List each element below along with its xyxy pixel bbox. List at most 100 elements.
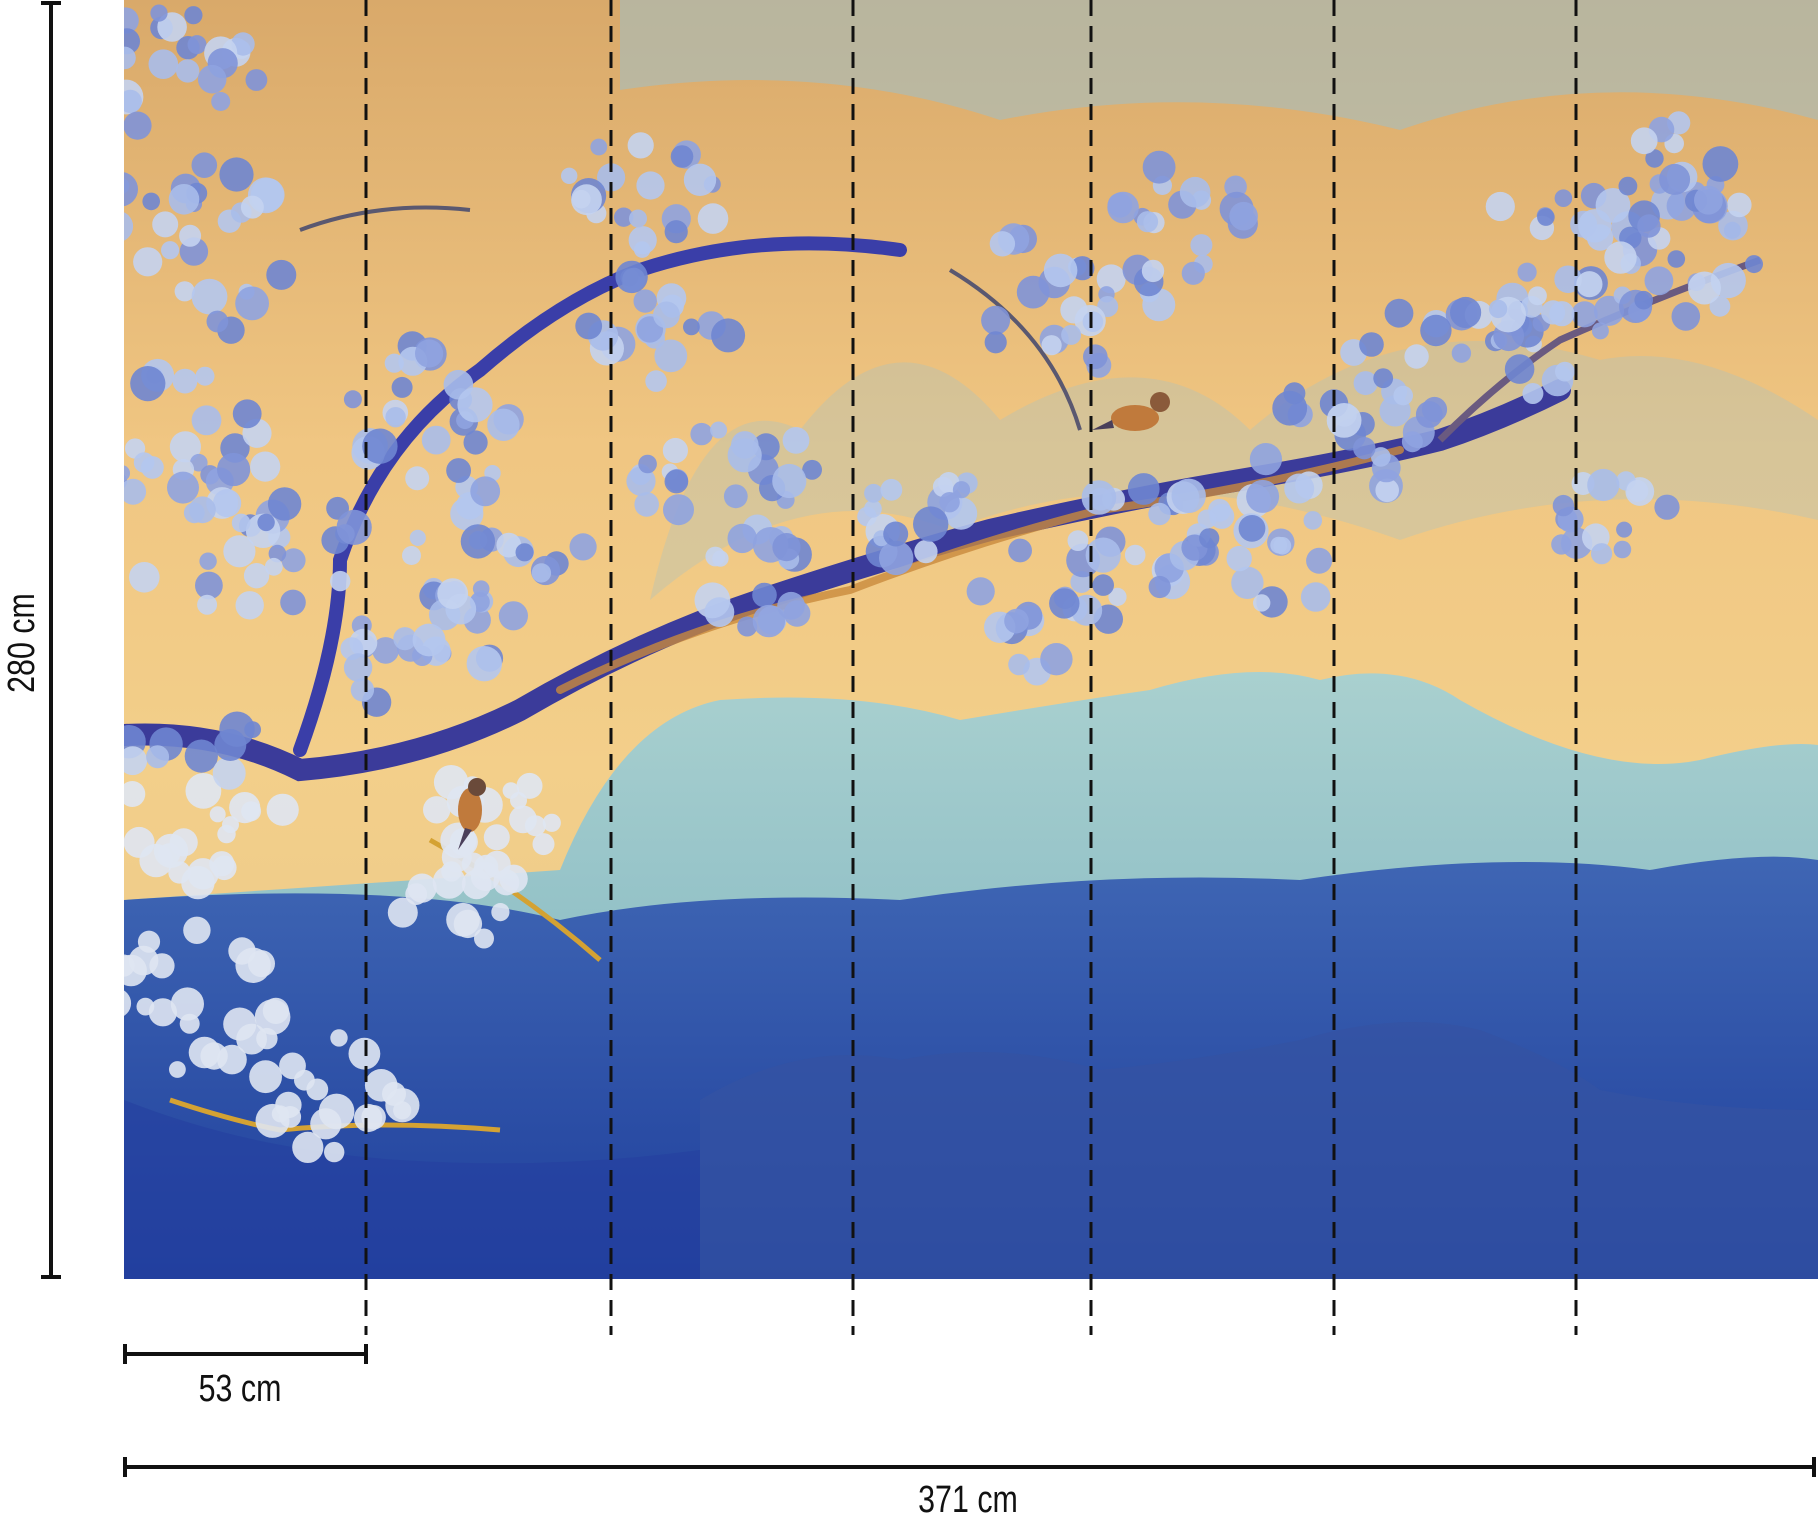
blossom bbox=[184, 739, 218, 773]
blossom bbox=[362, 428, 398, 464]
blossom bbox=[614, 207, 634, 227]
blossom bbox=[437, 578, 469, 609]
blossom bbox=[275, 1091, 302, 1119]
height-label: 280 cm bbox=[1, 593, 43, 693]
blossom bbox=[330, 1029, 348, 1047]
blossom bbox=[664, 469, 689, 494]
bird bbox=[458, 778, 486, 850]
blossom bbox=[1004, 608, 1029, 634]
blossom bbox=[1571, 301, 1598, 328]
blossom bbox=[423, 796, 451, 824]
blossom bbox=[704, 597, 735, 627]
blossom bbox=[466, 646, 502, 682]
blossom bbox=[124, 89, 142, 113]
blossom bbox=[1272, 390, 1308, 426]
blossom bbox=[185, 773, 222, 809]
blossom bbox=[1008, 538, 1032, 563]
blossom bbox=[148, 49, 179, 79]
blossom bbox=[879, 540, 914, 576]
blossom bbox=[727, 523, 757, 554]
blossom bbox=[1393, 385, 1413, 406]
blossom bbox=[664, 220, 688, 244]
blossom bbox=[1554, 189, 1573, 207]
blossom bbox=[1578, 209, 1612, 243]
blossom bbox=[214, 729, 247, 761]
blossom bbox=[1727, 192, 1752, 218]
blossom bbox=[1587, 468, 1620, 502]
blossom bbox=[124, 465, 130, 481]
blossom bbox=[561, 167, 578, 184]
blossom bbox=[87, 413, 123, 449]
blossom bbox=[128, 945, 159, 976]
blossom bbox=[1555, 361, 1575, 382]
blossom bbox=[169, 828, 198, 857]
blossom bbox=[432, 865, 466, 899]
blossom bbox=[336, 509, 372, 545]
blossom bbox=[1549, 301, 1575, 327]
blossom bbox=[1249, 443, 1282, 476]
blossom bbox=[1450, 296, 1482, 329]
blossom bbox=[509, 805, 537, 834]
blossom bbox=[1246, 479, 1280, 513]
panel-width-label: 53 cm bbox=[199, 1368, 282, 1410]
blossom bbox=[1626, 479, 1649, 502]
blossom bbox=[141, 456, 164, 479]
blossom bbox=[217, 452, 251, 487]
blossom bbox=[206, 310, 229, 333]
blossom bbox=[638, 454, 657, 474]
blossom bbox=[1654, 494, 1680, 520]
blossom bbox=[883, 521, 909, 547]
blossom bbox=[139, 843, 173, 878]
blossom bbox=[864, 483, 883, 503]
blossom bbox=[690, 422, 713, 446]
blossom bbox=[597, 163, 626, 192]
blossom bbox=[152, 211, 179, 238]
blossom bbox=[1061, 324, 1082, 345]
blossom bbox=[487, 408, 520, 441]
blossom bbox=[782, 427, 810, 454]
blossom bbox=[496, 532, 522, 558]
blossom bbox=[1353, 437, 1376, 460]
blossom bbox=[712, 550, 729, 567]
blossom bbox=[1384, 298, 1414, 328]
blossom bbox=[281, 548, 306, 573]
blossom bbox=[169, 431, 201, 463]
blossom bbox=[633, 289, 657, 313]
blossom bbox=[187, 35, 207, 55]
blossom bbox=[752, 582, 777, 608]
blossom bbox=[1694, 185, 1723, 215]
blossom bbox=[1451, 343, 1472, 363]
blossom bbox=[1148, 575, 1171, 599]
blossom bbox=[1630, 127, 1658, 155]
blossom bbox=[783, 600, 811, 627]
blossom bbox=[372, 637, 399, 664]
blossom bbox=[710, 421, 728, 439]
blossom bbox=[727, 438, 762, 473]
blossom bbox=[629, 209, 647, 228]
blossom bbox=[711, 318, 746, 353]
blossom bbox=[1671, 302, 1701, 331]
blossom bbox=[350, 678, 375, 702]
blossom bbox=[402, 546, 421, 565]
blossom bbox=[200, 1042, 228, 1070]
blossom bbox=[213, 489, 242, 518]
blossom bbox=[209, 806, 226, 823]
blossom bbox=[1637, 214, 1661, 238]
blossom bbox=[1517, 262, 1537, 282]
blossom bbox=[737, 616, 758, 637]
twig bbox=[169, 1097, 501, 1133]
blossom bbox=[532, 833, 555, 856]
blossom bbox=[212, 756, 246, 790]
blossom bbox=[235, 286, 269, 321]
blossom bbox=[385, 1088, 420, 1123]
blossom bbox=[240, 195, 264, 219]
blossom bbox=[627, 132, 654, 159]
dimension-lines bbox=[41, 1, 1816, 1477]
blossom bbox=[880, 478, 903, 501]
blossom bbox=[83, 392, 103, 412]
blossom bbox=[670, 145, 694, 168]
twig bbox=[948, 268, 1082, 431]
blossom bbox=[1082, 311, 1104, 333]
blossom bbox=[1616, 521, 1633, 538]
blossom bbox=[516, 772, 543, 799]
